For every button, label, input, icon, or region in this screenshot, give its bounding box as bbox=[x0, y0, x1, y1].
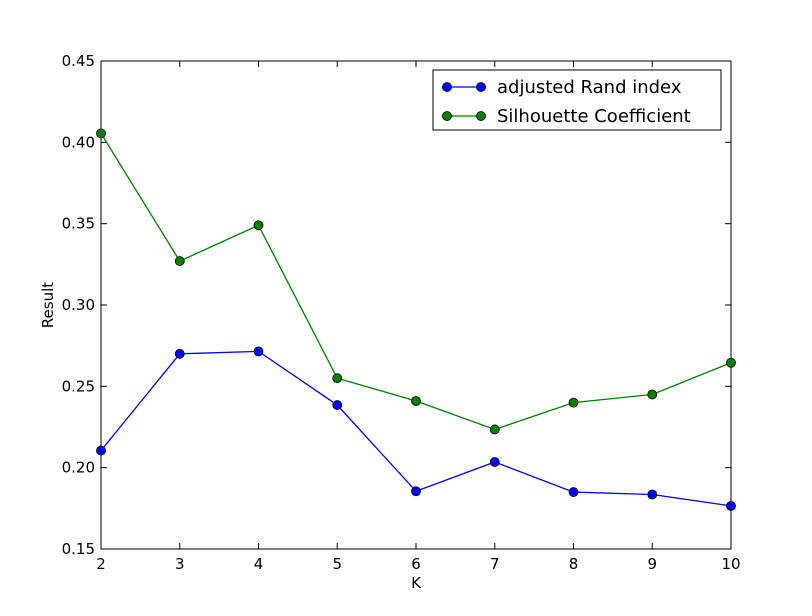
legend-marker-silhouette-coefficient bbox=[476, 111, 486, 121]
legend-label-silhouette-coefficient: Silhouette Coefficient bbox=[497, 106, 691, 127]
x-tick-label: 10 bbox=[721, 555, 740, 573]
x-axis-ticks: 2 3 4 5 6 7 8 9 10 bbox=[96, 61, 741, 573]
x-tick-label: 7 bbox=[490, 555, 500, 573]
y-tick-label: 0.35 bbox=[62, 215, 95, 233]
legend: adjusted Rand index Silhouette Coefficie… bbox=[432, 69, 722, 131]
x-tick-label: 9 bbox=[647, 555, 657, 573]
data-point-silhouette-coefficient bbox=[568, 397, 579, 408]
x-tick-label: 4 bbox=[254, 555, 264, 573]
data-point-adjusted-rand-index bbox=[568, 487, 579, 497]
data-point-silhouette-coefficient bbox=[647, 389, 658, 400]
data-point-adjusted-rand-index bbox=[174, 348, 185, 359]
data-point-adjusted-rand-index bbox=[726, 500, 736, 511]
data-point-adjusted-rand-index bbox=[253, 346, 264, 357]
data-point-silhouette-coefficient bbox=[332, 373, 343, 384]
x-axis-label: K bbox=[411, 574, 422, 592]
data-point-adjusted-rand-index bbox=[96, 445, 106, 456]
y-tick-label: 0.40 bbox=[62, 133, 95, 151]
data-point-adjusted-rand-index bbox=[489, 457, 500, 467]
data-point-silhouette-coefficient bbox=[96, 128, 106, 139]
x-tick-label: 3 bbox=[175, 555, 185, 573]
series-silhouette-coefficient bbox=[96, 128, 736, 435]
y-axis-ticks: 0.15 0.20 0.25 0.30 0.35 0.40 0.45 bbox=[62, 52, 731, 558]
legend-marker-adjusted-rand-index bbox=[442, 82, 452, 92]
y-tick-label: 0.45 bbox=[62, 52, 95, 70]
data-point-adjusted-rand-index bbox=[332, 400, 343, 410]
series-layer bbox=[96, 128, 736, 511]
data-point-silhouette-coefficient bbox=[489, 424, 500, 435]
data-point-silhouette-coefficient bbox=[726, 357, 736, 368]
legend-label-adjusted-rand-index: adjusted Rand index bbox=[497, 77, 682, 98]
data-point-silhouette-coefficient bbox=[174, 256, 185, 266]
data-point-silhouette-coefficient bbox=[411, 396, 421, 406]
x-tick-label: 6 bbox=[411, 555, 421, 573]
y-axis-label: Result bbox=[39, 282, 57, 328]
y-tick-label: 0.25 bbox=[62, 377, 95, 395]
x-tick-label: 5 bbox=[332, 555, 342, 573]
y-tick-label: 0.20 bbox=[62, 459, 95, 477]
legend-marker-silhouette-coefficient bbox=[442, 111, 452, 121]
x-tick-label: 8 bbox=[569, 555, 579, 573]
data-point-silhouette-coefficient bbox=[253, 220, 264, 231]
data-point-adjusted-rand-index bbox=[647, 489, 658, 500]
data-point-adjusted-rand-index bbox=[411, 486, 421, 497]
y-tick-label: 0.15 bbox=[62, 540, 95, 558]
legend-marker-adjusted-rand-index bbox=[476, 82, 486, 92]
y-tick-label: 0.30 bbox=[62, 296, 95, 314]
series-adjusted-rand-index bbox=[96, 346, 736, 511]
plot-area bbox=[100, 60, 732, 550]
x-tick-label: 2 bbox=[96, 555, 106, 573]
